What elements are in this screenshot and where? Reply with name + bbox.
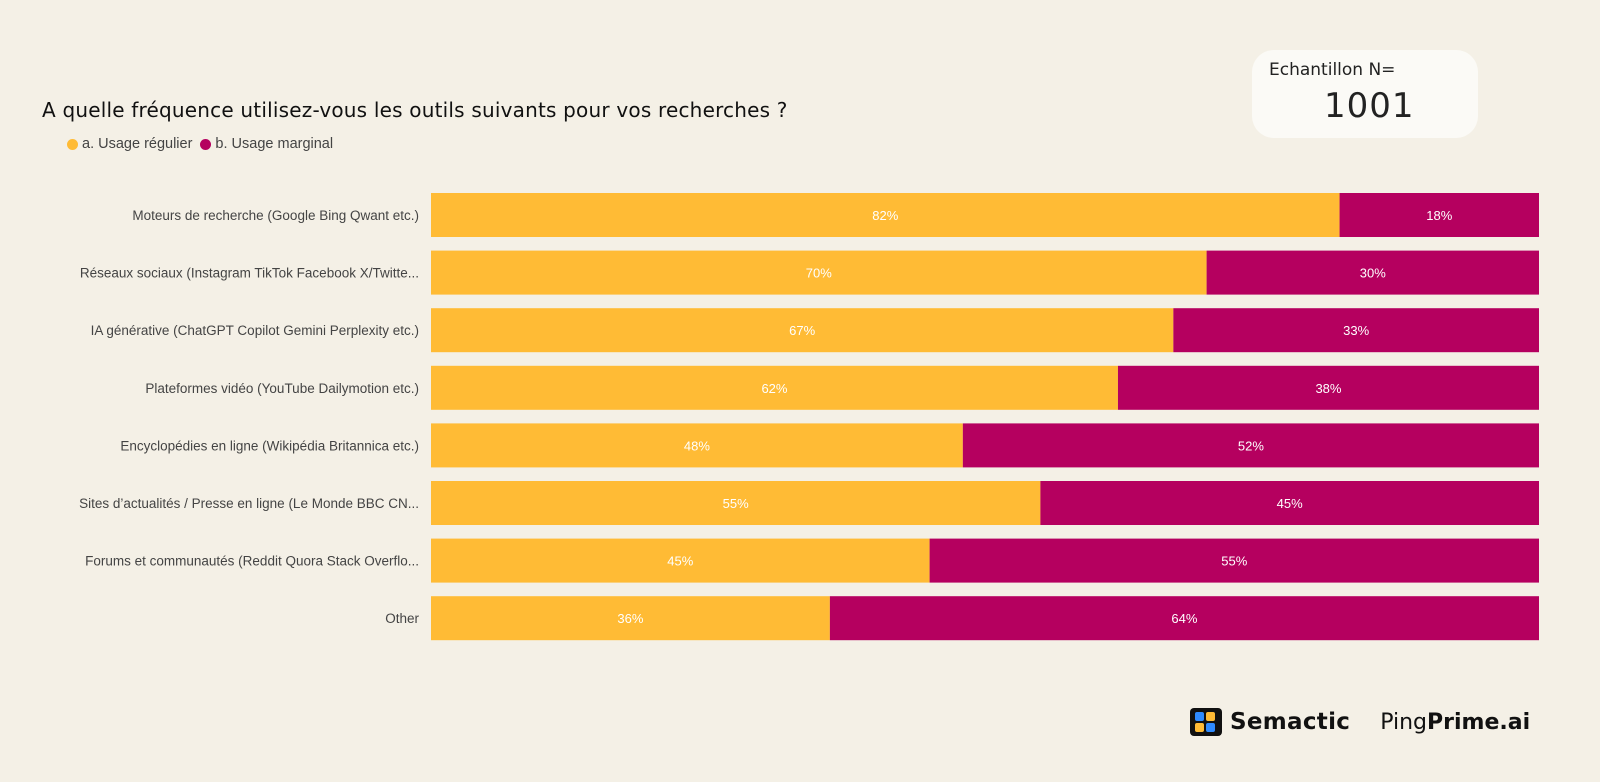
bar-segment-marginal[interactable] <box>1173 308 1539 353</box>
data-label: 38% <box>1315 381 1341 396</box>
legend-item-marginal[interactable]: b. Usage marginal <box>200 136 333 152</box>
bar-segment-marginal[interactable] <box>829 596 1539 641</box>
data-label: 55% <box>723 496 749 511</box>
category-label: Sites d’actualités / Presse en ligne (Le… <box>79 496 419 511</box>
data-label: 48% <box>684 438 710 453</box>
data-label: 45% <box>667 554 693 569</box>
data-label: 18% <box>1426 208 1452 223</box>
legend-item-regular[interactable]: a. Usage régulier <box>67 136 192 152</box>
category-label: Moteurs de recherche (Google Bing Qwant … <box>132 208 419 223</box>
bar-segment-regular[interactable] <box>431 193 1340 237</box>
pingprime-logo-bold: Prime.ai <box>1427 709 1531 735</box>
bar-segment-regular[interactable] <box>431 365 1118 410</box>
pingprime-logo: PingPrime.ai <box>1380 710 1530 735</box>
chart-title: A quelle fréquence utilisez-vous les out… <box>42 98 788 122</box>
bar-segment-marginal[interactable] <box>1206 250 1539 295</box>
category-label: IA générative (ChatGPT Copilot Gemini Pe… <box>91 323 419 338</box>
legend: a. Usage régulier b. Usage marginal <box>67 136 341 152</box>
bar-segment-marginal[interactable] <box>929 538 1539 583</box>
data-label: 70% <box>806 266 832 281</box>
bar-segment-marginal[interactable] <box>1339 193 1539 237</box>
legend-label-marginal: b. Usage marginal <box>215 136 334 152</box>
legend-label-regular: a. Usage régulier <box>82 136 193 152</box>
data-label: 55% <box>1221 554 1247 569</box>
sample-size-value: 1001 <box>1324 86 1415 126</box>
data-label: 82% <box>872 208 898 223</box>
semactic-logo-icon <box>1190 708 1222 736</box>
data-label: 36% <box>617 611 643 626</box>
bar-segment-regular[interactable] <box>431 481 1041 525</box>
bar-segment-marginal[interactable] <box>1040 481 1539 525</box>
category-label: Other <box>385 611 419 626</box>
bar-segment-regular[interactable] <box>431 538 930 583</box>
category-label: Forums et communautés (Reddit Quora Stac… <box>85 554 419 569</box>
semactic-logo-text: Semactic <box>1230 709 1351 735</box>
category-label: Plateformes vidéo (YouTube Dailymotion e… <box>145 381 419 396</box>
pingprime-logo-light: Ping <box>1380 709 1428 735</box>
legend-dot-marginal <box>200 138 212 150</box>
category-label: Encyclopédies en ligne (Wikipédia Britan… <box>120 438 419 453</box>
bar-segment-marginal[interactable] <box>1117 365 1539 410</box>
bar-segment-regular[interactable] <box>431 423 963 468</box>
data-label: 52% <box>1238 438 1264 453</box>
sample-size-card: Echantillon N= 1001 <box>1252 50 1478 138</box>
bar-segment-regular[interactable] <box>431 308 1174 353</box>
data-label: 45% <box>1277 496 1303 511</box>
sample-size-label: Echantillon N= <box>1269 60 1396 80</box>
bar-segment-regular[interactable] <box>431 250 1207 295</box>
category-label: Réseaux sociaux (Instagram TikTok Facebo… <box>80 266 419 281</box>
data-label: 33% <box>1343 323 1369 338</box>
legend-dot-regular <box>67 138 78 150</box>
footer-logos: Semactic PingPrime.ai <box>1190 708 1530 736</box>
bar-segment-regular[interactable] <box>431 596 830 641</box>
data-label: 67% <box>789 323 815 338</box>
data-label: 30% <box>1360 266 1386 281</box>
data-label: 64% <box>1171 611 1197 626</box>
data-label: 62% <box>761 381 787 396</box>
bar-segment-marginal[interactable] <box>962 423 1539 468</box>
